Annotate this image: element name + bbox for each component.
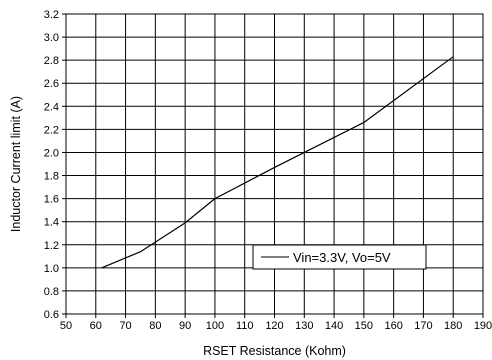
y-tick-label: 2.6: [44, 78, 59, 90]
series-line: [101, 56, 454, 269]
y-tick-label: 1.4: [44, 217, 59, 229]
y-tick-label: 2.8: [44, 55, 59, 67]
series-layer: [101, 56, 454, 269]
x-axis-label: RSET Resistance (Kohm): [203, 344, 346, 358]
x-tick-label: 120: [265, 320, 283, 332]
y-tick-label: 1.0: [44, 263, 59, 275]
x-tick-label: 140: [325, 320, 343, 332]
x-tick-label: 90: [179, 320, 191, 332]
y-tick-label: 2.4: [44, 101, 59, 113]
x-tick-label: 100: [206, 320, 224, 332]
x-axis-ticks: 50 60 70 80 90 100 110 120 130 140 150 160 170 180 190: [60, 314, 492, 332]
y-tick-label: 2.2: [44, 124, 59, 136]
x-tick-label: 190: [474, 320, 492, 332]
y-tick-label: 3.2: [44, 9, 59, 21]
x-tick-label: 80: [149, 320, 161, 332]
y-axis-ticks: 0.6 0.8 1.0 1.2 1.4 1.6 1.8 2.0 2.2 2.4 2.6 2.8 3.0 3…: [44, 9, 66, 321]
legend-label: Vin=3.3V, Vo=5V: [293, 250, 391, 265]
y-axis-label: Inductor Current limit (A): [9, 96, 23, 232]
x-tick-label: 50: [60, 320, 72, 332]
x-tick-label: 130: [295, 320, 313, 332]
x-tick-label: 110: [236, 320, 254, 332]
x-tick-label: 70: [119, 320, 131, 332]
x-tick-label: 160: [384, 320, 402, 332]
y-tick-label: 2.0: [44, 147, 59, 159]
y-tick-label: 1.2: [44, 240, 59, 252]
y-tick-label: 0.6: [44, 309, 59, 321]
x-tick-label: 170: [414, 320, 432, 332]
legend: Vin=3.3V, Vo=5V: [252, 244, 427, 270]
y-tick-label: 1.8: [44, 171, 59, 183]
y-tick-label: 3.0: [44, 32, 59, 44]
y-tick-label: 1.6: [44, 194, 59, 206]
x-tick-label: 150: [355, 320, 373, 332]
x-tick-label: 60: [90, 320, 102, 332]
x-tick-label: 180: [444, 320, 462, 332]
y-tick-label: 0.8: [44, 286, 59, 298]
